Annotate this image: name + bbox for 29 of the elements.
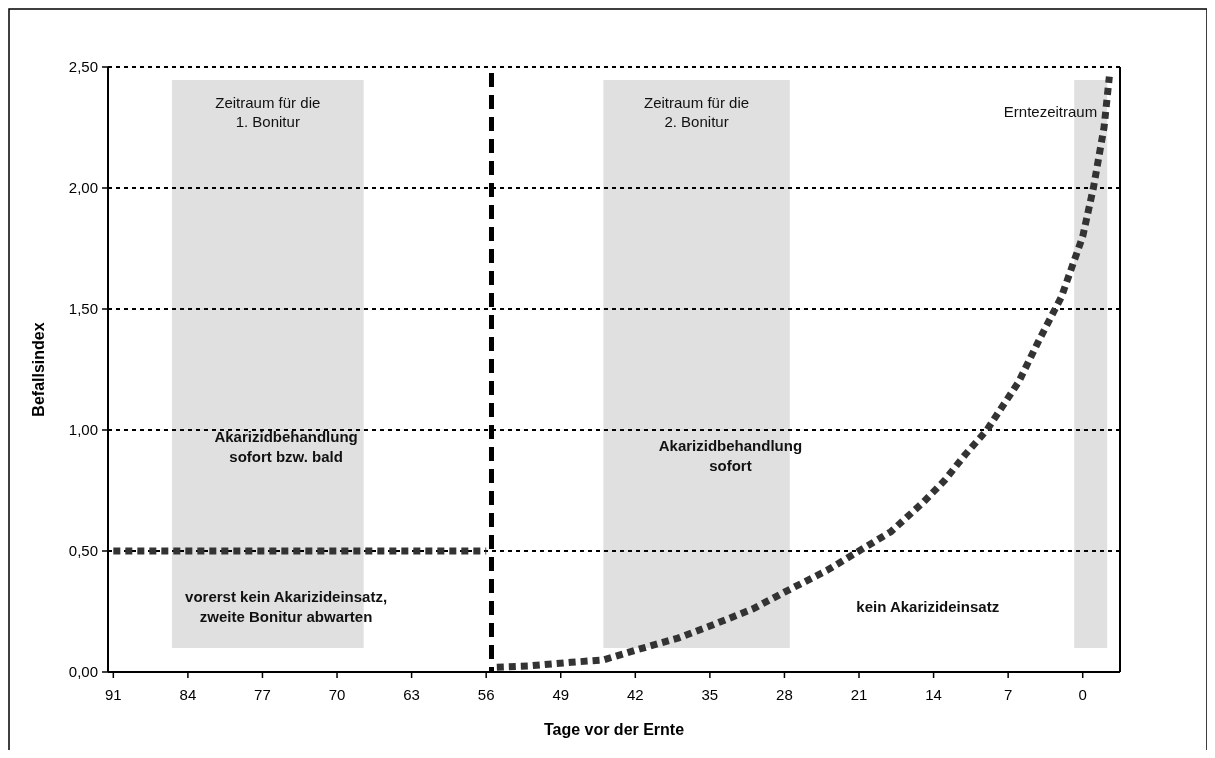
x-tick-label: 63 (403, 686, 420, 703)
x-tick-label: 21 (850, 686, 868, 703)
x-tick-label: 7 (1003, 686, 1013, 703)
x-tick-label: 84 (179, 686, 197, 703)
band-label: Zeitraum für die 1. Bonitur (215, 93, 321, 130)
y-axis-title: Befallsindex (30, 322, 47, 417)
x-tick-label: 0 (1078, 686, 1087, 703)
x-tick-label: 77 (254, 686, 271, 703)
y-tick-label: 1,50 (68, 300, 98, 318)
annotation: Akarizidbehandlung sofort (658, 437, 803, 475)
annotation: Akarizidbehandlung sofort bzw. bald (214, 428, 358, 466)
y-tick-label: 1,00 (68, 421, 98, 439)
annotation: vorerst kein Akarizideinsatz, zweite Bonitur abwarten (185, 588, 388, 626)
x-tick-label: 56 (477, 686, 495, 703)
x-tick-label: 14 (925, 686, 942, 703)
y-tick-label: 2,00 (68, 179, 98, 197)
band-label: Erntezeitraum (1003, 103, 1098, 120)
x-tick-label: 91 (104, 686, 122, 703)
x-tick-label: 70 (328, 686, 346, 703)
x-tick-label: 49 (552, 686, 570, 703)
y-tick-label: 2,50 (68, 58, 98, 76)
x-tick-label: 42 (626, 686, 644, 703)
band-label: Zeitraum für die 2. Bonitur (644, 93, 750, 130)
x-axis-title: Tage vor der Ernte (543, 721, 685, 738)
y-tick-label: 0,00 (68, 663, 98, 681)
y-tick-label: 0,50 (68, 542, 98, 560)
annotation: kein Akarizideinsatz (856, 598, 1000, 616)
x-tick-label: 35 (701, 686, 719, 703)
x-tick-label: 28 (776, 686, 793, 703)
